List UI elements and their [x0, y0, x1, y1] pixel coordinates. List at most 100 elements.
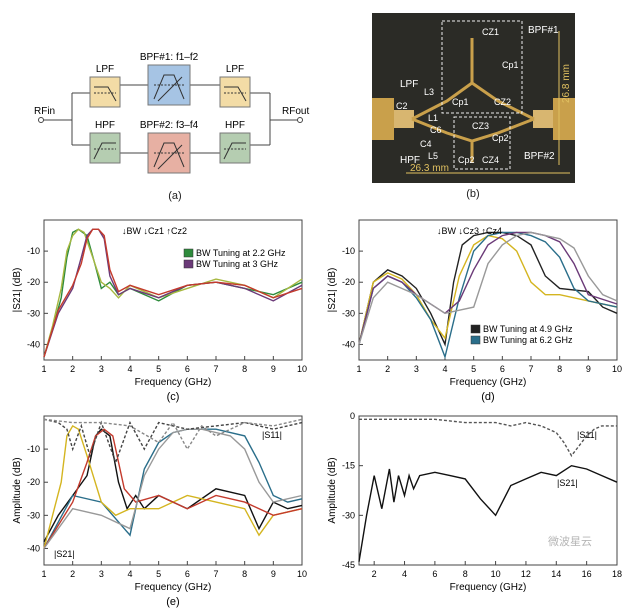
legend-swatch	[183, 248, 194, 258]
x-axis-label: Frequency (GHz)	[135, 377, 212, 388]
s21-label: |S21|	[54, 549, 75, 559]
block-diagram: LPF HPF BPF#1: f1–f2 BPF#2: f3–f4 LPF HP…	[34, 52, 309, 174]
tuning-annotation: ↓BW ↓Cz1 ↑Cz2	[122, 226, 187, 236]
y-tick-label: 0	[350, 411, 355, 421]
y-tick-label: -20	[27, 277, 40, 287]
series-line-2	[359, 418, 617, 457]
comp-cp1-b: Cp1	[452, 97, 469, 107]
y-axis-label: |S21| (dB)	[12, 268, 23, 313]
series-line-3	[43, 424, 303, 549]
comp-l3: L3	[424, 87, 434, 97]
comp-cp2-b: Cp2	[458, 155, 475, 165]
series-line-4	[43, 428, 303, 549]
series-line-1	[358, 464, 618, 562]
rf-in-label: RFin	[34, 106, 55, 117]
legend-entry: BW Tuning at 4.9 GHz	[483, 324, 573, 334]
s11-label: |S11|	[577, 430, 597, 440]
lpf-block-right	[219, 76, 251, 108]
lpf-label-left: LPF	[96, 64, 114, 75]
s21-label: |S21|	[557, 478, 578, 488]
x-axis-label: Frequency (GHz)	[450, 582, 527, 593]
comp-cz4: CZ4	[482, 155, 499, 165]
x-tick-label: 18	[612, 569, 622, 579]
x-tick-label: 2	[70, 569, 75, 579]
x-tick-label: 2	[372, 569, 377, 579]
series-line-2	[43, 228, 303, 358]
watermark-text: 微波星云	[548, 535, 592, 548]
comp-cz3: CZ3	[472, 121, 489, 131]
legend-entry: BW Tuning at 3 GHz	[196, 259, 279, 269]
x-tick-label: 1	[41, 569, 46, 579]
x-tick-label: 10	[297, 364, 307, 374]
comp-l1: L1	[428, 113, 438, 123]
legend-swatch	[183, 259, 194, 269]
x-tick-label: 8	[242, 569, 247, 579]
series-line-3	[43, 228, 303, 358]
dim-horizontal: 26.3 mm	[410, 163, 449, 174]
series-line-4	[43, 228, 303, 358]
comp-c6: C6	[430, 125, 442, 135]
y-tick-label: -20	[27, 477, 40, 487]
comp-cz1: CZ1	[482, 27, 499, 37]
y-axis-label: Amplitude (dB)	[12, 457, 23, 523]
chart-e: -40 -30 -20 -10 1 2 3 4 5 6 7 8 9 10 Frequency (GHz) Am…	[12, 415, 307, 608]
bpf1-label: BPF#1: f1–f2	[140, 52, 199, 63]
x-tick-label: 10	[297, 569, 307, 579]
x-tick-label: 3	[99, 569, 104, 579]
pcb-photo: BPF#1 BPF#2 LPF HPF 26.8 mm 26.3 mm CZ1 …	[372, 13, 575, 183]
y-tick-label: -10	[27, 444, 40, 454]
y-tick-label: -30	[27, 510, 40, 520]
plot-frame	[358, 415, 618, 566]
series-line-1	[43, 428, 303, 543]
y-tick-label: -40	[27, 339, 40, 349]
x-axis-label: Frequency (GHz)	[135, 582, 212, 593]
chart-d: -40 -30 -20 -10 1 2 3 4 5 6 7 8 9 10 Frequency (GHz) |S…	[327, 219, 622, 403]
y-tick-label: -40	[27, 543, 40, 553]
x-axis-label: Frequency (GHz)	[450, 377, 527, 388]
x-tick-label: 5	[471, 364, 476, 374]
tuning-annotation: ↓BW ↓Cz3 ↑Cz4	[437, 226, 502, 236]
chart-f: -45 -30 -15 0 2 4 6 8 10 12 14 16 18 Frequency (GHz) A…	[327, 411, 622, 593]
hpf-label-right: HPF	[225, 120, 245, 131]
comp-cp2-a: Cp2	[492, 133, 509, 143]
chart-c: -40 -30 -20 -10 1 2 3 4 5 6 7 8 9 10 Frequency (GHz) |S…	[12, 219, 307, 403]
x-tick-label: 14	[551, 569, 561, 579]
x-tick-label: 1	[41, 364, 46, 374]
legend-swatch	[470, 335, 481, 345]
x-tick-label: 6	[185, 364, 190, 374]
y-tick-label: -30	[342, 308, 355, 318]
x-tick-label: 8	[557, 364, 562, 374]
hpf-label-left: HPF	[95, 120, 115, 131]
x-tick-label: 7	[528, 364, 533, 374]
x-tick-label: 4	[127, 364, 132, 374]
plot-frame	[43, 415, 303, 566]
comp-c2: C2	[396, 101, 408, 111]
x-tick-label: 10	[612, 364, 622, 374]
lpf-photo-label: LPF	[400, 79, 418, 90]
chart-caption: (c)	[167, 391, 180, 403]
x-tick-label: 4	[402, 569, 407, 579]
x-tick-label: 3	[99, 364, 104, 374]
y-tick-label: -40	[342, 339, 355, 349]
x-tick-label: 4	[127, 569, 132, 579]
bpf2-label: BPF#2: f3–f4	[140, 120, 199, 131]
series-line-5	[358, 231, 618, 345]
x-tick-label: 7	[213, 569, 218, 579]
y-tick-label: -15	[342, 461, 355, 471]
caption-a: (a)	[168, 190, 182, 202]
y-axis-label: |S21| (dB)	[327, 268, 338, 313]
rf-out-label: RFout	[282, 106, 309, 117]
y-axis-label: Amplitude (dB)	[327, 457, 338, 523]
x-tick-label: 1	[356, 364, 361, 374]
y-tick-label: -20	[342, 277, 355, 287]
x-tick-label: 9	[586, 364, 591, 374]
x-tick-label: 8	[463, 569, 468, 579]
comp-l5: L5	[428, 151, 438, 161]
y-tick-label: -30	[27, 308, 40, 318]
x-tick-label: 6	[500, 364, 505, 374]
comp-c4: C4	[420, 139, 432, 149]
x-tick-label: 6	[185, 569, 190, 579]
x-tick-label: 4	[442, 364, 447, 374]
x-tick-label: 5	[156, 569, 161, 579]
x-tick-label: 16	[582, 569, 592, 579]
